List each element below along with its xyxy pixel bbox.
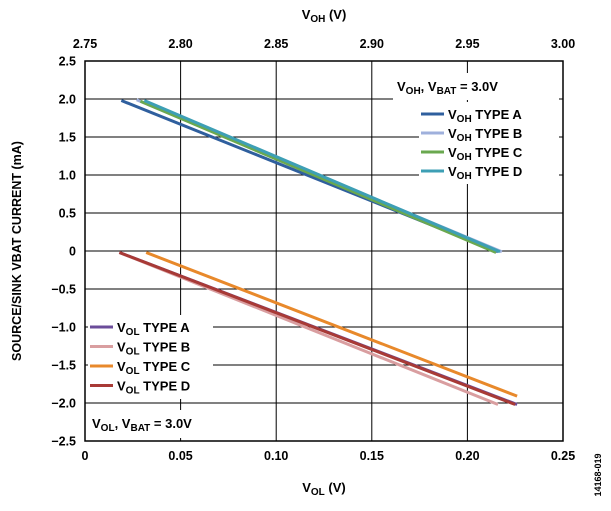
series-line-ol-type-d xyxy=(118,251,516,406)
series-line-oh-type-d xyxy=(143,99,501,254)
ol-condition-label: VOL, VBAT = 3.0V xyxy=(88,410,238,438)
x-top-tick-label: 3.00 xyxy=(551,37,575,51)
axis-labels: VOL (V) VOH (V) SOURCE/SINK VBAT CURRENT (… xyxy=(10,7,603,498)
y-tick-label: 2.0 xyxy=(59,93,76,107)
plot-frame xyxy=(84,60,564,442)
x-bottom-tick-label: 0.05 xyxy=(168,449,192,463)
y-tick-label: 0.5 xyxy=(59,207,76,221)
y-tick-label: −1.5 xyxy=(51,359,76,373)
legend-entry: VOL TYPE D xyxy=(117,379,190,397)
oh-condition-label-text: VOH, VBAT = 3.0V xyxy=(397,79,498,97)
legend-entry: VOH TYPE A xyxy=(448,107,522,125)
x-bottom-tick-label: 0.20 xyxy=(455,449,479,463)
x-top-tick-label: 2.85 xyxy=(264,37,288,51)
legend-entry: VOL TYPE A xyxy=(117,320,190,338)
x-bottom-tick-label: 0 xyxy=(82,449,89,463)
x-top-tick-label: 2.75 xyxy=(73,37,97,51)
x-top-axis-label: VOH (V) xyxy=(302,7,347,25)
x-bottom-tick-label: 0.10 xyxy=(264,449,288,463)
series-layer xyxy=(118,98,518,406)
x-top-tick-label: 2.95 xyxy=(455,37,479,51)
y-tick-label: 0 xyxy=(69,245,76,259)
y-tick-label: 1.5 xyxy=(59,131,76,145)
y-tick-label: −2.0 xyxy=(51,397,76,411)
tick-labels: 2.5 2.0 1.5 1.0 0.5 0 −0.5 −1.0 −1.5 −2.0 −2.5 0 0.0… xyxy=(51,37,575,463)
y-tick-label: 1.0 xyxy=(59,169,76,183)
legend-entry: VOL TYPE B xyxy=(117,340,190,358)
legend-entry: VOL TYPE C xyxy=(117,359,191,377)
plot-border xyxy=(84,60,564,442)
oh-condition-label: VOH, VBAT = 3.0V xyxy=(393,73,559,100)
y-tick-label: −2.5 xyxy=(51,435,76,449)
series-line-oh-type-c xyxy=(139,99,497,254)
legend-entry: VOH TYPE D xyxy=(448,164,522,182)
y-tick-label: −0.5 xyxy=(51,283,76,297)
y-tick-label: 2.5 xyxy=(59,55,76,69)
legend-entry: VOH TYPE B xyxy=(448,126,522,144)
x-top-tick-label: 2.90 xyxy=(360,37,384,51)
legends: VOH, VBAT = 3.0V VOL, VBAT = 3.0V VOH TYPE… xyxy=(88,73,559,438)
x-top-tick-label: 2.80 xyxy=(168,37,192,51)
figure-id: 14168-019 xyxy=(593,453,603,496)
x-bottom-axis-label: VOL (V) xyxy=(302,480,346,498)
x-bottom-tick-label: 0.25 xyxy=(551,449,575,463)
y-tick-label: −1.0 xyxy=(51,321,76,335)
legend-entry: VOH TYPE C xyxy=(448,145,523,163)
x-bottom-tick-label: 0.15 xyxy=(360,449,384,463)
ol-condition-label-text: VOL, VBAT = 3.0V xyxy=(92,416,192,434)
y-axis-label: SOURCE/SINK VBAT CURRENT (mA) xyxy=(10,141,24,361)
series-line-ol-type-c xyxy=(145,251,518,398)
